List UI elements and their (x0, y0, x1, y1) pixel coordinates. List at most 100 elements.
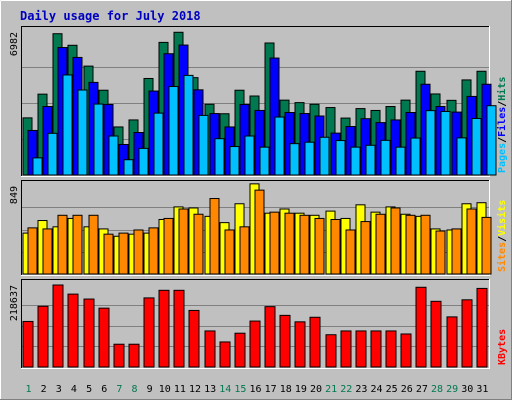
bar-visits-day-9 (148, 227, 159, 275)
bar-usage-day-31 (486, 105, 497, 176)
bar-visits-day-13 (209, 198, 220, 275)
bar-visits-day-27 (420, 214, 431, 275)
day-label: 8 (131, 384, 137, 395)
bar-kbytes-day-12 (188, 309, 200, 368)
day-label: 13 (204, 384, 216, 395)
bar-usage-day-7 (123, 159, 134, 176)
panel-kbytes: 218637 KBytes (9, 279, 508, 369)
bar-kbytes-day-9 (143, 297, 155, 368)
bar-kbytes-day-25 (385, 330, 397, 368)
bar-kbytes-day-11 (173, 289, 185, 368)
bar-visits-day-19 (299, 214, 310, 275)
day-label: 3 (56, 384, 62, 395)
day-label: 12 (189, 384, 201, 395)
bar-usage-day-29 (456, 137, 467, 176)
bar-usage-day-1 (32, 157, 43, 176)
bar-kbytes-day-24 (370, 330, 382, 368)
bar-kbytes-day-7 (113, 343, 125, 368)
legend-usage: Pages/Files/Hits (496, 77, 508, 173)
bar-usage-day-2 (47, 132, 58, 176)
day-label: 20 (310, 384, 322, 395)
bar-kbytes-day-27 (415, 286, 427, 368)
day-label: 30 (461, 384, 473, 395)
bar-kbytes-day-14 (219, 341, 231, 368)
bar-usage-day-17 (274, 116, 285, 176)
day-label: 24 (371, 384, 383, 395)
bar-usage-day-18 (289, 143, 300, 176)
day-label: 18 (280, 384, 292, 395)
day-label: 22 (340, 384, 352, 395)
bar-visits-day-7 (118, 232, 129, 275)
bar-usage-day-15 (244, 135, 255, 176)
bar-kbytes-day-31 (476, 287, 488, 368)
bar-visits-day-20 (314, 217, 325, 275)
day-label: 15 (234, 384, 246, 395)
day-label: 25 (386, 384, 398, 395)
day-axis-labels: 1 2 3 4 5 6 7 8 9 10 11 12 13 14 15 16 17 18 19 20 21 22 23 24 2… (26, 384, 489, 395)
legend-entry: Visits (496, 200, 508, 236)
chart-panels: 6982Pages/Files/Hits849Sites/Visits21863… (9, 26, 508, 369)
bar-usage-day-20 (319, 136, 330, 176)
bar-kbytes-day-26 (400, 333, 412, 368)
day-label: 27 (416, 384, 428, 395)
bar-usage-day-6 (108, 135, 119, 176)
bar-usage-day-14 (229, 146, 240, 176)
bar-visits-day-6 (103, 233, 114, 275)
bar-kbytes-day-3 (52, 284, 64, 368)
day-label: 26 (401, 384, 413, 395)
day-label: 7 (116, 384, 122, 395)
bar-kbytes-day-17 (264, 306, 276, 368)
bar-visits-day-17 (269, 211, 280, 275)
bar-usage-day-12 (198, 114, 209, 176)
legend-kbytes: KBytes (497, 329, 508, 365)
bar-visits-day-8 (133, 229, 144, 275)
bar-visits-day-30 (466, 208, 477, 275)
chart-title: Daily usage for July 2018 (20, 9, 201, 23)
day-label: 19 (295, 384, 307, 395)
day-label: 17 (265, 384, 277, 395)
y-axis-max-label: 218637 (9, 285, 20, 321)
bar-usage-day-25 (395, 146, 406, 176)
bar-visits-day-16 (254, 189, 265, 275)
bar-visits-day-26 (405, 214, 416, 275)
bar-kbytes-day-20 (309, 316, 321, 368)
bar-visits-day-14 (224, 229, 235, 275)
day-label: 10 (159, 384, 171, 395)
bar-usage-day-10 (168, 86, 179, 176)
bar-kbytes-day-22 (340, 330, 352, 368)
bar-usage-day-3 (62, 74, 73, 176)
bar-kbytes-day-6 (98, 307, 110, 368)
bar-kbytes-day-15 (234, 332, 246, 368)
bar-visits-day-24 (375, 213, 386, 275)
bar-usage-day-28 (440, 110, 451, 176)
bar-usage-day-21 (335, 140, 346, 176)
legend-entry: / (497, 236, 508, 242)
day-label: 14 (219, 384, 231, 395)
bar-visits-day-28 (435, 230, 446, 275)
bar-kbytes-day-18 (279, 314, 291, 368)
bar-visits-day-3 (57, 214, 68, 275)
day-label: 23 (355, 384, 367, 395)
bar-kbytes-day-29 (446, 316, 458, 368)
y-axis-max-label: 849 (9, 186, 20, 204)
legend-entry: Files (496, 107, 508, 137)
legend-entry: KBytes (497, 329, 508, 365)
bar-kbytes-day-28 (430, 300, 442, 368)
panel-visits: 849 Sites/Visits (9, 180, 508, 276)
bar-visits-day-18 (284, 212, 295, 275)
day-label: 29 (446, 384, 458, 395)
bar-visits-day-10 (163, 217, 174, 275)
bar-visits-day-25 (390, 207, 401, 275)
bar-visits-day-22 (345, 229, 356, 275)
bar-kbytes-day-5 (83, 298, 95, 368)
bar-kbytes-day-2 (37, 305, 49, 368)
day-label: 1 (26, 384, 32, 395)
bar-usage-day-23 (365, 144, 376, 176)
bar-usage-day-9 (153, 112, 164, 176)
bar-visits-day-21 (330, 218, 341, 275)
bar-kbytes-day-1 (22, 320, 34, 368)
bar-visits-day-5 (88, 214, 99, 275)
bar-visits-day-12 (193, 213, 204, 275)
